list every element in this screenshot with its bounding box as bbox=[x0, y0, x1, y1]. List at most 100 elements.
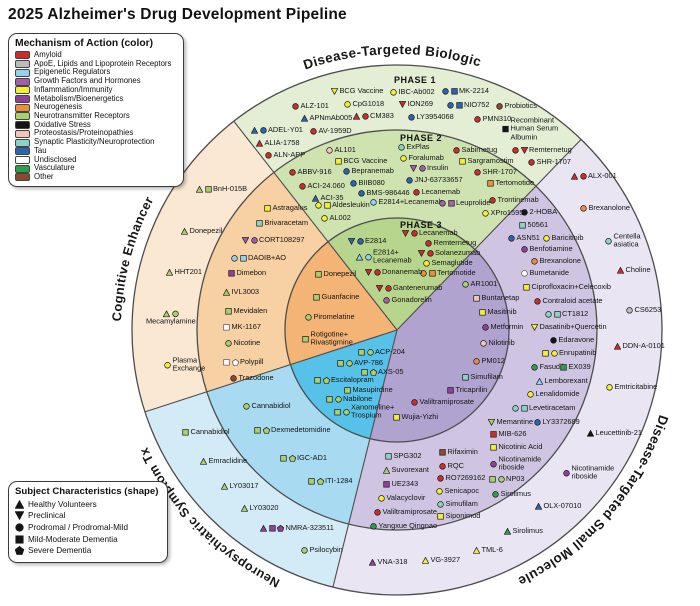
drug-markers bbox=[315, 270, 322, 278]
mechanism-legend-item: Neurotransmitter Receptors bbox=[15, 111, 177, 121]
circle-marker-icon bbox=[497, 475, 505, 483]
triangle-up-marker-icon bbox=[614, 342, 621, 350]
square-marker-icon bbox=[487, 179, 494, 187]
drug-entry: Gantenerumab bbox=[376, 283, 442, 292]
circle-marker-icon bbox=[545, 310, 552, 318]
drug-markers bbox=[410, 164, 426, 172]
drug-markers bbox=[474, 168, 481, 176]
drug-entry: ASN51 bbox=[508, 232, 540, 242]
drug-label: SHR-1707 bbox=[536, 156, 572, 166]
triangle-up-marker-icon bbox=[241, 504, 248, 512]
triangle-up-marker-icon bbox=[504, 527, 511, 535]
drug-entry: ACP-204 bbox=[358, 347, 405, 356]
circle-marker-icon bbox=[259, 126, 267, 134]
circle-marker-icon bbox=[231, 254, 238, 262]
phase-label-3: PHASE 3 bbox=[399, 220, 443, 230]
drug-entry: LY03020 bbox=[241, 503, 279, 512]
triangle-up-marker-icon bbox=[301, 114, 308, 122]
drug-label: Metformin bbox=[490, 321, 524, 331]
circle-marker-icon bbox=[426, 249, 434, 257]
circle-marker-icon bbox=[512, 146, 519, 154]
drug-entry: Bumetanide bbox=[521, 268, 569, 277]
triangle-up-marker-icon bbox=[422, 556, 429, 564]
drug-markers bbox=[361, 368, 377, 376]
circle-marker-icon bbox=[420, 269, 427, 277]
triangle-up-marker-icon bbox=[587, 429, 594, 437]
drug-entry: Baricitinib bbox=[543, 232, 584, 242]
drug-label: Baricitinib bbox=[551, 232, 584, 242]
drug-markers bbox=[221, 482, 228, 490]
mechanism-label: Undisclosed bbox=[34, 154, 77, 164]
square-marker-icon bbox=[473, 294, 480, 302]
drug-markers bbox=[439, 199, 455, 207]
drug-markers bbox=[308, 477, 324, 485]
drug-entry: Sabirnetug bbox=[453, 145, 497, 154]
square-marker-icon bbox=[358, 348, 365, 356]
drug-markers bbox=[422, 556, 429, 564]
drug-markers bbox=[400, 154, 407, 162]
drug-entry: SPG302 bbox=[385, 451, 421, 460]
triangle-down-marker-icon bbox=[348, 237, 355, 245]
drug-label: Mecamylamine bbox=[146, 316, 196, 326]
drug-label: 2-HOBA bbox=[529, 206, 558, 216]
drug-markers bbox=[312, 194, 319, 202]
drug-markers bbox=[504, 527, 511, 535]
square-marker-icon bbox=[326, 395, 333, 403]
drug-entry: Lecanemab bbox=[413, 187, 460, 196]
square-marker-icon bbox=[560, 363, 567, 371]
drug-label: ALN-APP bbox=[273, 149, 306, 159]
circle-marker-icon bbox=[496, 102, 503, 110]
drug-label: Leuprolide bbox=[456, 197, 491, 207]
drug-label: EX039 bbox=[568, 361, 591, 371]
drug-markers bbox=[348, 237, 364, 245]
drug-entry: Centella asiatica bbox=[605, 232, 641, 250]
circle-marker-icon bbox=[482, 323, 489, 331]
drug-markers bbox=[358, 189, 365, 197]
drug-entry: IVL3003 bbox=[223, 287, 259, 296]
drug-entry: Remternetug bbox=[425, 238, 476, 247]
square-marker-icon bbox=[490, 443, 497, 451]
square-marker-icon bbox=[334, 408, 341, 416]
circle-marker-icon bbox=[343, 167, 350, 175]
drug-entry: Levetiracetam bbox=[512, 403, 575, 412]
mechanism-label: Vasculature bbox=[34, 163, 75, 173]
circle-marker-icon bbox=[527, 390, 534, 398]
drug-label: APNmAb005 bbox=[309, 112, 353, 122]
drug-label: ASN51 bbox=[516, 232, 540, 242]
drug-label: ITI-1284 bbox=[325, 475, 353, 485]
drug-label: IGC-AD1 bbox=[297, 452, 327, 462]
drug-markers bbox=[166, 268, 173, 276]
square-marker-icon bbox=[459, 157, 466, 165]
drug-label: 50561 bbox=[527, 219, 549, 229]
drug-markers bbox=[496, 102, 503, 110]
circle-marker-icon bbox=[423, 259, 430, 267]
circle-marker-icon bbox=[15, 523, 24, 532]
drug-entry: Solanezumab bbox=[418, 248, 480, 257]
pentagon-marker-icon bbox=[288, 454, 296, 462]
drug-markers bbox=[399, 100, 406, 108]
drug-markers bbox=[256, 139, 263, 147]
circle-marker-icon bbox=[425, 239, 432, 247]
drug-markers bbox=[353, 112, 369, 120]
drug-markers bbox=[617, 266, 624, 274]
circle-marker-icon bbox=[437, 500, 444, 508]
drug-entry: Donepezil bbox=[315, 269, 356, 278]
drug-markers bbox=[230, 374, 237, 382]
circle-marker-icon bbox=[350, 179, 357, 187]
drug-markers bbox=[531, 323, 538, 331]
drug-label: Rotigotine+ Rivastigmine bbox=[310, 329, 353, 347]
mechanism-legend-item: Neurogenesis bbox=[15, 103, 177, 112]
triangle-up-marker-icon bbox=[181, 227, 188, 235]
drug-label: MIB-626 bbox=[498, 428, 527, 438]
drug-label: MK-1167 bbox=[231, 321, 261, 331]
drug-label: Plasma Exchange bbox=[172, 355, 206, 373]
drug-markers bbox=[490, 430, 497, 438]
drug-entry: BIIB080 bbox=[350, 178, 385, 187]
circle-marker-icon bbox=[398, 143, 405, 151]
square-marker-icon bbox=[315, 270, 322, 278]
drug-entry: Wujia-Yizhi bbox=[393, 412, 438, 421]
drug-entry: Brexanolone bbox=[580, 203, 630, 212]
drug-entry: Edaravone bbox=[550, 335, 594, 344]
drug-entry: Valiltramiprosate bbox=[411, 397, 474, 406]
